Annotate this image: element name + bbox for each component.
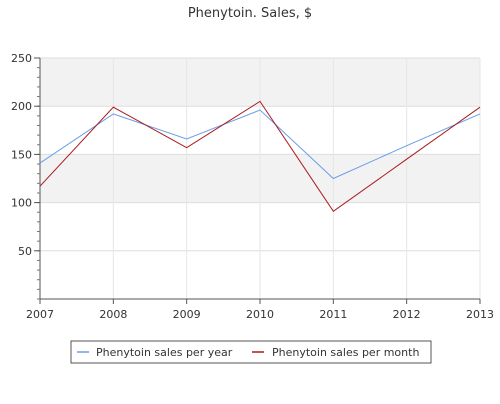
legend: Phenytoin sales per year Phenytoin sales…	[70, 340, 432, 364]
x-tick-label-2008: 2008	[99, 308, 127, 321]
y-tick-label-5: 250	[11, 52, 32, 65]
y-tick-label-4: 200	[11, 100, 32, 113]
y-tick-label-1: 50	[18, 245, 32, 258]
x-axis-ticks: 2007 2008 2009 2010 2011 2012 2013	[26, 299, 494, 321]
y-axis-ticks: 50 100 150 200 250	[11, 52, 40, 258]
series-line-1	[39, 109, 481, 180]
legend-label-series-1: Phenytoin sales per year	[96, 346, 233, 359]
legend-label-series-2: Phenytoin sales per month	[272, 346, 419, 359]
chart-title: Phenytoin. Sales, $	[188, 6, 312, 21]
grid-lines	[40, 57, 481, 299]
x-tick-label-2010: 2010	[246, 308, 274, 321]
series-line-2	[39, 100, 481, 212]
y-tick-label-3: 150	[11, 148, 32, 161]
x-tick-label-2011: 2011	[319, 308, 347, 321]
legend-box	[70, 340, 432, 364]
x-tick-label-2007: 2007	[26, 308, 54, 321]
y-tick-label-2: 100	[11, 197, 32, 210]
x-tick-label-2009: 2009	[173, 308, 201, 321]
x-tick-label-2012: 2012	[393, 308, 421, 321]
x-tick-label-2013: 2013	[466, 308, 494, 321]
series-lines	[39, 100, 481, 212]
